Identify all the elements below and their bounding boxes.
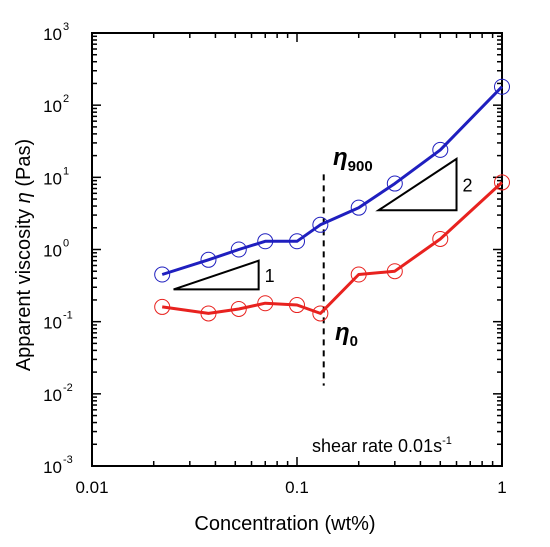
y-tick-exponent: -2 [63, 382, 73, 394]
data-point-eta-900 [494, 78, 510, 95]
x-tick-label: 1 [497, 478, 506, 497]
eta-0-label: η0 [335, 319, 358, 350]
data-series [154, 78, 510, 322]
annotations: 12 [173, 157, 473, 386]
y-tick-label: 10 [43, 169, 62, 188]
data-point-eta-0 [154, 298, 171, 315]
y-tick-label: 10 [43, 25, 62, 44]
x-axis-label: Concentration (wt%) [194, 513, 375, 535]
plot-frame [91, 32, 503, 467]
data-point-eta-0 [432, 230, 449, 247]
data-point-eta-0 [230, 300, 247, 317]
data-point-eta-900 [200, 251, 217, 268]
eta-900-label: η900 [333, 144, 373, 175]
series-eta-0-line [161, 181, 504, 315]
y-tick-exponent: -1 [63, 310, 73, 322]
slope-label-1: 1 [265, 266, 275, 286]
data-point-eta-0 [257, 295, 274, 312]
data-point-eta-0 [386, 263, 403, 280]
x-tick-label: 0.01 [75, 478, 108, 497]
y-tick-label: 10 [43, 242, 62, 261]
y-axis-label: Apparent viscosity η (Pas) [13, 139, 35, 371]
data-point-eta-0 [289, 297, 305, 314]
y-tick-exponent: -3 [63, 454, 73, 466]
x-tick-label: 0.1 [285, 478, 309, 497]
data-point-eta-900 [350, 199, 367, 216]
data-point-eta-900 [312, 216, 329, 233]
y-tick-exponent: 2 [63, 93, 69, 105]
data-point-eta-0 [350, 266, 367, 283]
axis-ticks [91, 33, 502, 467]
data-point-eta-900 [432, 141, 449, 158]
shear-rate-note: shear rate 0.01s-1 [312, 435, 452, 456]
y-tick-label: 10 [43, 97, 62, 116]
y-tick-label: 10 [43, 386, 62, 405]
data-point-eta-0 [200, 305, 217, 322]
y-tick-label: 10 [43, 458, 62, 477]
series-eta-900-line [161, 85, 504, 276]
data-point-eta-900 [257, 233, 274, 250]
data-point-eta-0 [312, 305, 329, 322]
data-point-eta-900 [154, 266, 171, 283]
slope-triangle-2 [375, 157, 458, 212]
slope-label-2: 2 [463, 176, 473, 196]
data-point-eta-900 [386, 175, 403, 192]
y-tick-exponent: 3 [63, 21, 69, 33]
y-tick-label: 10 [43, 314, 62, 333]
data-point-eta-0 [494, 174, 510, 191]
data-point-eta-900 [289, 233, 305, 250]
y-tick-exponent: 1 [63, 165, 69, 177]
data-point-eta-900 [230, 241, 247, 258]
y-tick-exponent: 0 [63, 238, 69, 250]
slope-triangle-1 [173, 259, 260, 291]
plot-area [91, 32, 503, 467]
